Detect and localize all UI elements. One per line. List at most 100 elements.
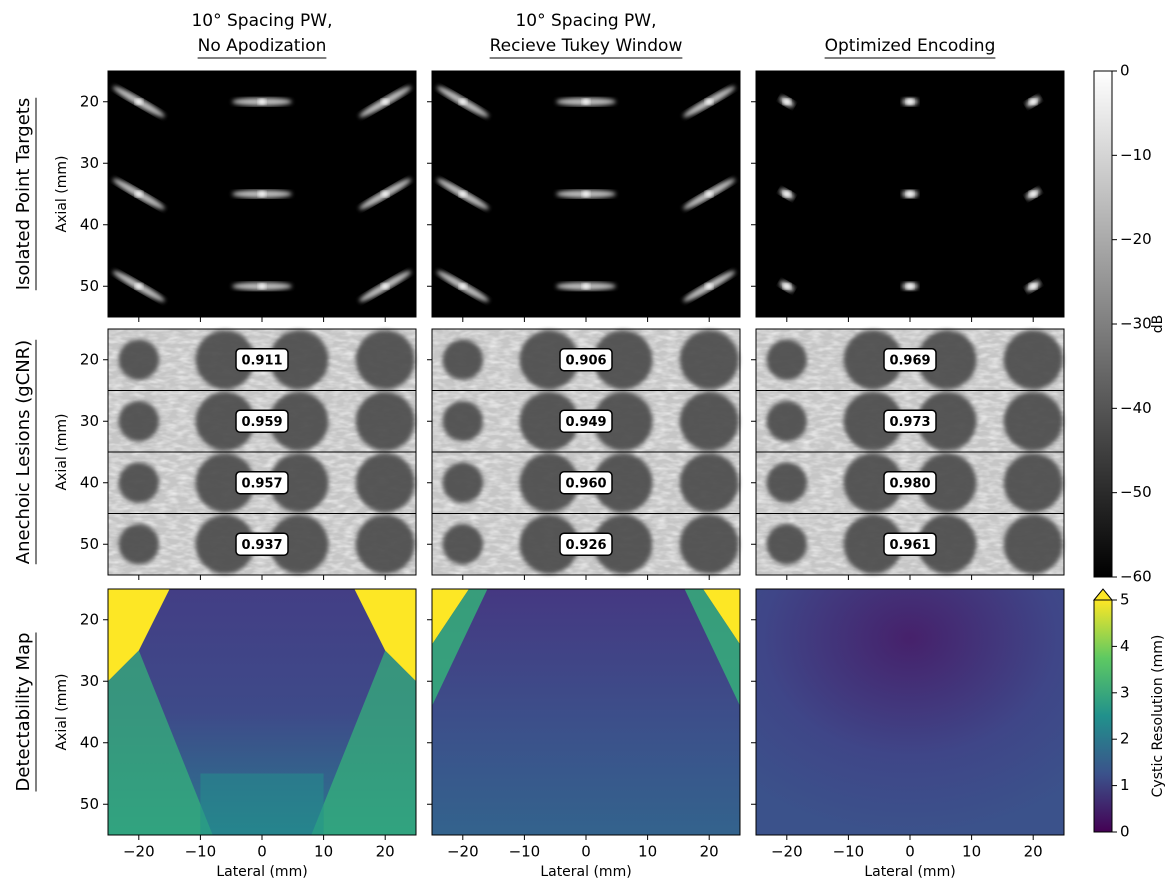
x-axis-label: Lateral (mm) [864,864,955,880]
lesion [195,453,255,513]
x-tick-label: 10 [314,843,333,861]
psf-core [458,98,467,105]
lesion [195,330,255,390]
colorbar-tick-label: −20 [1120,230,1152,248]
psf-core [782,191,791,197]
y-tick-label: 20 [80,350,99,368]
heat-region [311,650,416,835]
colorbar-tick-label: 4 [1120,637,1130,655]
lesion [269,453,329,513]
x-tick-label: −20 [771,843,803,861]
y-tick-label: 50 [80,795,99,813]
psf-core [782,98,791,105]
lesion [766,523,808,565]
gcnr-box [235,532,289,556]
colorbar-tick-label: 5 [1120,591,1130,609]
gcnr-box [883,348,937,372]
lesion [118,462,160,504]
colorbar-fill [1094,71,1112,577]
psf-core [582,283,590,290]
psf-core [134,283,143,290]
psf-core [381,98,390,105]
lesion [766,400,808,442]
lesion [355,330,415,390]
psf-core [458,283,467,290]
psf-core [1029,98,1038,105]
lesion [843,330,903,390]
gcnr-box [559,348,613,372]
heat-region [432,589,469,645]
gcnr-box [883,409,937,433]
x-tick-label: −10 [509,843,541,861]
y-tick-label: 50 [80,277,99,295]
psf-core [258,283,266,290]
x-axis-label: Lateral (mm) [540,864,631,880]
column-title: Optimized Encoding [825,36,996,56]
y-tick-label: 40 [80,473,99,491]
row-label: Detectability Map [13,633,34,792]
lesion [843,453,903,513]
psf-core [258,98,266,105]
y-tick-label: 40 [80,733,99,751]
lesion [843,514,903,574]
colorbar-tick-label: −60 [1120,568,1152,586]
x-tick-label: 20 [376,843,395,861]
psf-core [582,191,590,197]
image [756,589,1064,835]
lesion [766,462,808,504]
lesion [269,391,329,451]
lesion [118,523,160,565]
lesion [442,523,484,565]
lesion [1003,453,1063,513]
colorbar-label: dB [1150,315,1166,334]
heat-region [354,589,416,682]
psf-core [258,191,266,197]
panel [751,70,1065,322]
lesion [195,514,255,574]
lesion [917,330,977,390]
psf-core [1029,191,1038,197]
heat-region [432,589,488,706]
colorbar: 0 −10 −20 −30 −40 −50 −60 dB [1093,62,1166,586]
lesion [519,514,579,574]
psf-core [705,98,714,105]
colorbar-tick-label: −10 [1120,146,1152,164]
psf-core [705,283,714,290]
gcnr-box [235,409,289,433]
lesion [679,391,739,451]
column-title: No Apodization [198,36,327,56]
gcnr-box [235,471,289,495]
lesion [679,514,739,574]
psf-core [381,283,390,290]
panel: 20 30 40 50 0.911 0.959 0.957 0.937 [80,328,417,580]
panel: −20 −10 0 10 20 Lateral (mm) [751,588,1065,880]
x-tick-label: 10 [962,843,981,861]
lesion [593,453,653,513]
gcnr-label: 0.959 [241,415,282,430]
gcnr-label: 0.973 [889,415,930,430]
psf-core [1029,283,1038,290]
panel: −20 −10 0 10 20 Lateral (mm) [427,588,741,880]
lesion [1003,330,1063,390]
lesion [766,339,808,381]
psf-core [782,283,791,290]
gcnr-label: 0.961 [889,538,930,553]
gcnr-label: 0.906 [565,353,606,368]
lesion [442,400,484,442]
psf-core [134,191,143,197]
gcnr-box [883,471,937,495]
lesion [195,391,255,451]
lesion [917,391,977,451]
y-axis-label: Axial (mm) [54,674,70,751]
panel: 20 30 40 50 [80,70,417,322]
colorbar-fill [1094,600,1112,832]
colorbar-frame [1093,600,1113,833]
y-tick-label: 40 [80,215,99,233]
column-title: Recieve Tukey Window [490,36,683,56]
colorbar: 0 1 2 3 4 5 Cystic Resolution (mm) [1092,588,1166,841]
x-tick-label: 10 [638,843,657,861]
lesion [593,391,653,451]
gcnr-label: 0.980 [889,476,930,491]
gcnr-label: 0.960 [565,476,606,491]
colorbar-tick-label: 0 [1120,823,1130,841]
